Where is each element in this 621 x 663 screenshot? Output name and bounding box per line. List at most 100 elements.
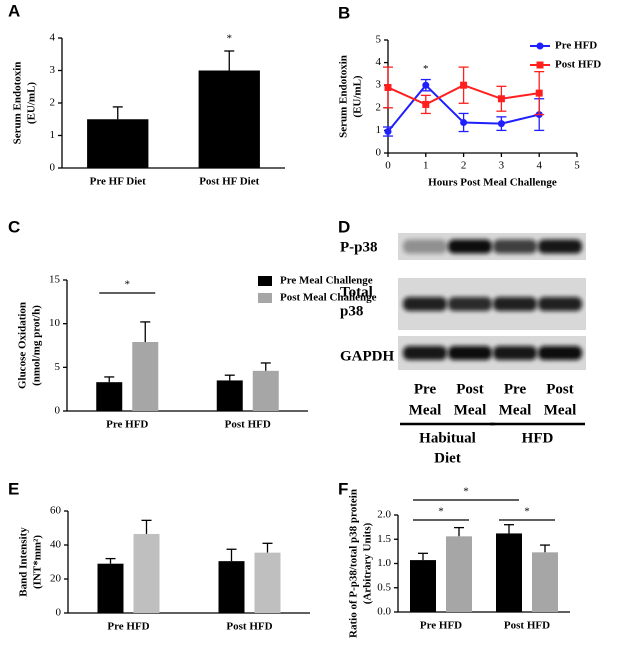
legend-swatch	[258, 276, 272, 286]
bar	[87, 119, 149, 168]
legend-marker	[536, 42, 544, 50]
blot-band	[403, 239, 447, 254]
lane-label: Pre	[414, 381, 437, 397]
point	[460, 118, 468, 126]
bar	[446, 536, 472, 612]
panel-label: C	[8, 217, 20, 236]
legend-label: Post HFD	[555, 59, 601, 71]
y-tick-label: 5	[55, 361, 61, 373]
bar	[218, 561, 245, 613]
x-tick-label: 1	[423, 160, 429, 172]
y-tick-label: 2.0	[377, 509, 391, 521]
y-axis-label: Serum Endotoxin	[12, 62, 24, 145]
x-tick-label: 2	[461, 160, 467, 172]
annotation: *	[524, 506, 530, 518]
y-axis-label: Band Intensity	[18, 527, 30, 597]
legend-label: Pre HFD	[555, 40, 597, 52]
point	[422, 100, 430, 108]
blot-band	[493, 297, 537, 311]
y-tick-label: 15	[49, 274, 61, 286]
y-axis-label: (nmol/mg prot/h)	[31, 305, 43, 386]
y-axis-label: Serum Endotoxin	[338, 55, 350, 138]
bar	[496, 533, 522, 612]
y-tick-label: 3	[50, 64, 56, 76]
x-tick-label: Post HF Diet	[199, 176, 259, 188]
blot-band	[448, 346, 492, 360]
bar	[252, 370, 279, 411]
lane-label: Meal	[544, 402, 576, 418]
panel-label: A	[8, 1, 20, 20]
panel-label: E	[8, 479, 19, 498]
x-tick-label: 4	[536, 160, 542, 172]
y-tick-label: 10	[49, 317, 61, 329]
legend-label: Post Meal Challenge	[280, 292, 377, 304]
point	[460, 81, 468, 89]
y-tick-label: 40	[50, 539, 62, 551]
y-axis-label: Ratio of P-p38/total p38 protein	[348, 489, 360, 638]
y-tick-label: 1	[376, 124, 382, 136]
y-tick-label: 0	[56, 607, 62, 619]
lane-label: Pre	[504, 381, 527, 397]
blot-band	[493, 346, 537, 360]
bar	[532, 552, 558, 612]
annotation: *	[463, 486, 469, 498]
blot-band	[403, 297, 447, 311]
y-tick-label: 1.0	[377, 557, 391, 569]
y-tick-label: 0.0	[377, 606, 391, 618]
y-tick-label: 0.5	[377, 581, 391, 593]
annotation: *	[423, 63, 429, 75]
y-axis-label: (Arbitrary Units)	[362, 522, 374, 604]
y-axis-label: Glucose Oxidation	[17, 302, 29, 389]
blot-band	[538, 297, 582, 311]
bar	[97, 563, 124, 613]
x-tick-label: Pre HFD	[106, 419, 148, 431]
bar	[216, 380, 243, 411]
panel-label: B	[338, 3, 350, 22]
bar	[198, 70, 260, 168]
lane-label: Post	[546, 381, 574, 397]
x-tick-label: 5	[574, 160, 580, 172]
y-tick-label: 4	[376, 56, 382, 68]
y-tick-label: 0	[376, 147, 382, 159]
point	[384, 128, 392, 136]
point	[384, 83, 392, 91]
panel-label: D	[338, 217, 350, 236]
x-tick-label: Pre HF Diet	[90, 176, 147, 188]
blot-row-label: P-p38	[340, 239, 378, 255]
lane-label: Meal	[499, 402, 531, 418]
x-tick-label: Post HFD	[504, 620, 550, 632]
bar	[410, 560, 436, 612]
y-tick-label: 4	[50, 32, 56, 44]
blot-band	[493, 239, 537, 254]
y-axis-label: (INT*mm²)	[32, 535, 44, 589]
lane-label: Meal	[454, 402, 486, 418]
x-tick-label: Post HFD	[225, 419, 271, 431]
y-tick-label: 2	[50, 97, 56, 109]
bar	[133, 533, 160, 613]
point	[422, 81, 430, 89]
y-axis-label: (EU/mL)	[26, 82, 38, 125]
y-axis-label: (EU/mL)	[352, 75, 364, 118]
blot-row-label: p38	[340, 303, 363, 319]
bar	[132, 342, 159, 411]
group-label: HFD	[522, 430, 554, 446]
y-tick-label: 1.5	[377, 533, 391, 545]
bar	[254, 552, 281, 613]
annotation: *	[227, 33, 233, 45]
blot-band	[448, 297, 492, 311]
annotation: *	[438, 506, 444, 518]
y-tick-label: 1	[50, 129, 56, 141]
x-tick-label: 3	[499, 160, 505, 172]
y-tick-label: 2	[376, 101, 382, 113]
y-tick-label: 0	[55, 405, 61, 417]
x-tick-label: 0	[385, 160, 391, 172]
blot-row-label: GAPDH	[340, 348, 394, 364]
panel-label: F	[338, 479, 348, 498]
annotation: *	[125, 279, 131, 291]
lane-label: Meal	[409, 402, 441, 418]
legend-marker	[536, 61, 544, 69]
x-tick-label: Post HFD	[226, 621, 272, 633]
y-tick-label: 0	[50, 162, 56, 174]
point	[535, 89, 543, 97]
